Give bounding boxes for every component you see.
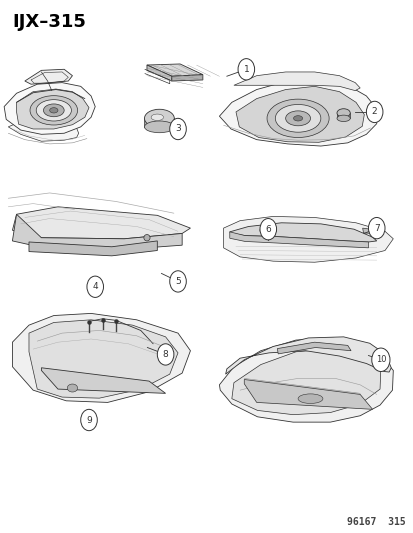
Text: 96167  315: 96167 315: [346, 516, 405, 527]
Polygon shape: [29, 320, 178, 398]
Polygon shape: [25, 69, 72, 84]
Ellipse shape: [36, 100, 71, 121]
Ellipse shape: [151, 114, 163, 120]
Polygon shape: [147, 64, 202, 76]
Text: 3: 3: [175, 125, 180, 133]
Ellipse shape: [144, 235, 150, 241]
Text: 7: 7: [373, 224, 379, 232]
Polygon shape: [336, 113, 349, 118]
Polygon shape: [219, 338, 392, 422]
Ellipse shape: [67, 384, 78, 392]
Text: 1: 1: [243, 65, 249, 74]
Circle shape: [169, 118, 186, 140]
Circle shape: [81, 409, 97, 431]
Ellipse shape: [336, 109, 349, 117]
Polygon shape: [219, 80, 376, 146]
Circle shape: [368, 217, 384, 239]
Polygon shape: [4, 83, 95, 134]
Ellipse shape: [144, 121, 174, 133]
Circle shape: [237, 59, 254, 80]
Ellipse shape: [259, 227, 276, 234]
Circle shape: [259, 219, 276, 240]
Ellipse shape: [43, 104, 64, 117]
Ellipse shape: [50, 108, 58, 113]
Circle shape: [169, 271, 186, 292]
Polygon shape: [362, 228, 371, 233]
Circle shape: [366, 101, 382, 123]
Text: 4: 4: [92, 282, 98, 291]
Polygon shape: [225, 337, 390, 374]
Polygon shape: [144, 118, 174, 127]
Polygon shape: [12, 214, 182, 249]
Polygon shape: [233, 72, 359, 91]
Polygon shape: [12, 207, 190, 239]
Text: 5: 5: [175, 277, 180, 286]
Text: 8: 8: [162, 350, 168, 359]
Ellipse shape: [285, 111, 310, 126]
Ellipse shape: [266, 99, 328, 138]
Ellipse shape: [144, 109, 174, 127]
Polygon shape: [147, 65, 171, 81]
Polygon shape: [229, 232, 368, 248]
Polygon shape: [223, 216, 392, 262]
Polygon shape: [277, 342, 350, 354]
Polygon shape: [231, 349, 380, 415]
Circle shape: [371, 348, 389, 372]
Polygon shape: [17, 89, 89, 129]
Polygon shape: [171, 75, 202, 81]
Text: IJX–315: IJX–315: [12, 13, 86, 31]
Circle shape: [157, 344, 173, 365]
Text: 2: 2: [371, 108, 377, 116]
Polygon shape: [8, 122, 78, 141]
Ellipse shape: [297, 394, 322, 403]
Polygon shape: [12, 313, 190, 402]
Ellipse shape: [30, 95, 78, 125]
Text: 9: 9: [86, 416, 92, 424]
Ellipse shape: [262, 228, 273, 233]
Polygon shape: [29, 241, 157, 256]
Polygon shape: [244, 379, 372, 409]
Polygon shape: [235, 86, 363, 142]
Ellipse shape: [275, 104, 320, 132]
Text: 10: 10: [375, 356, 385, 364]
Polygon shape: [41, 368, 165, 393]
Polygon shape: [229, 223, 376, 242]
Text: 6: 6: [265, 225, 271, 233]
Ellipse shape: [336, 115, 349, 122]
Circle shape: [87, 276, 103, 297]
Ellipse shape: [293, 116, 302, 121]
